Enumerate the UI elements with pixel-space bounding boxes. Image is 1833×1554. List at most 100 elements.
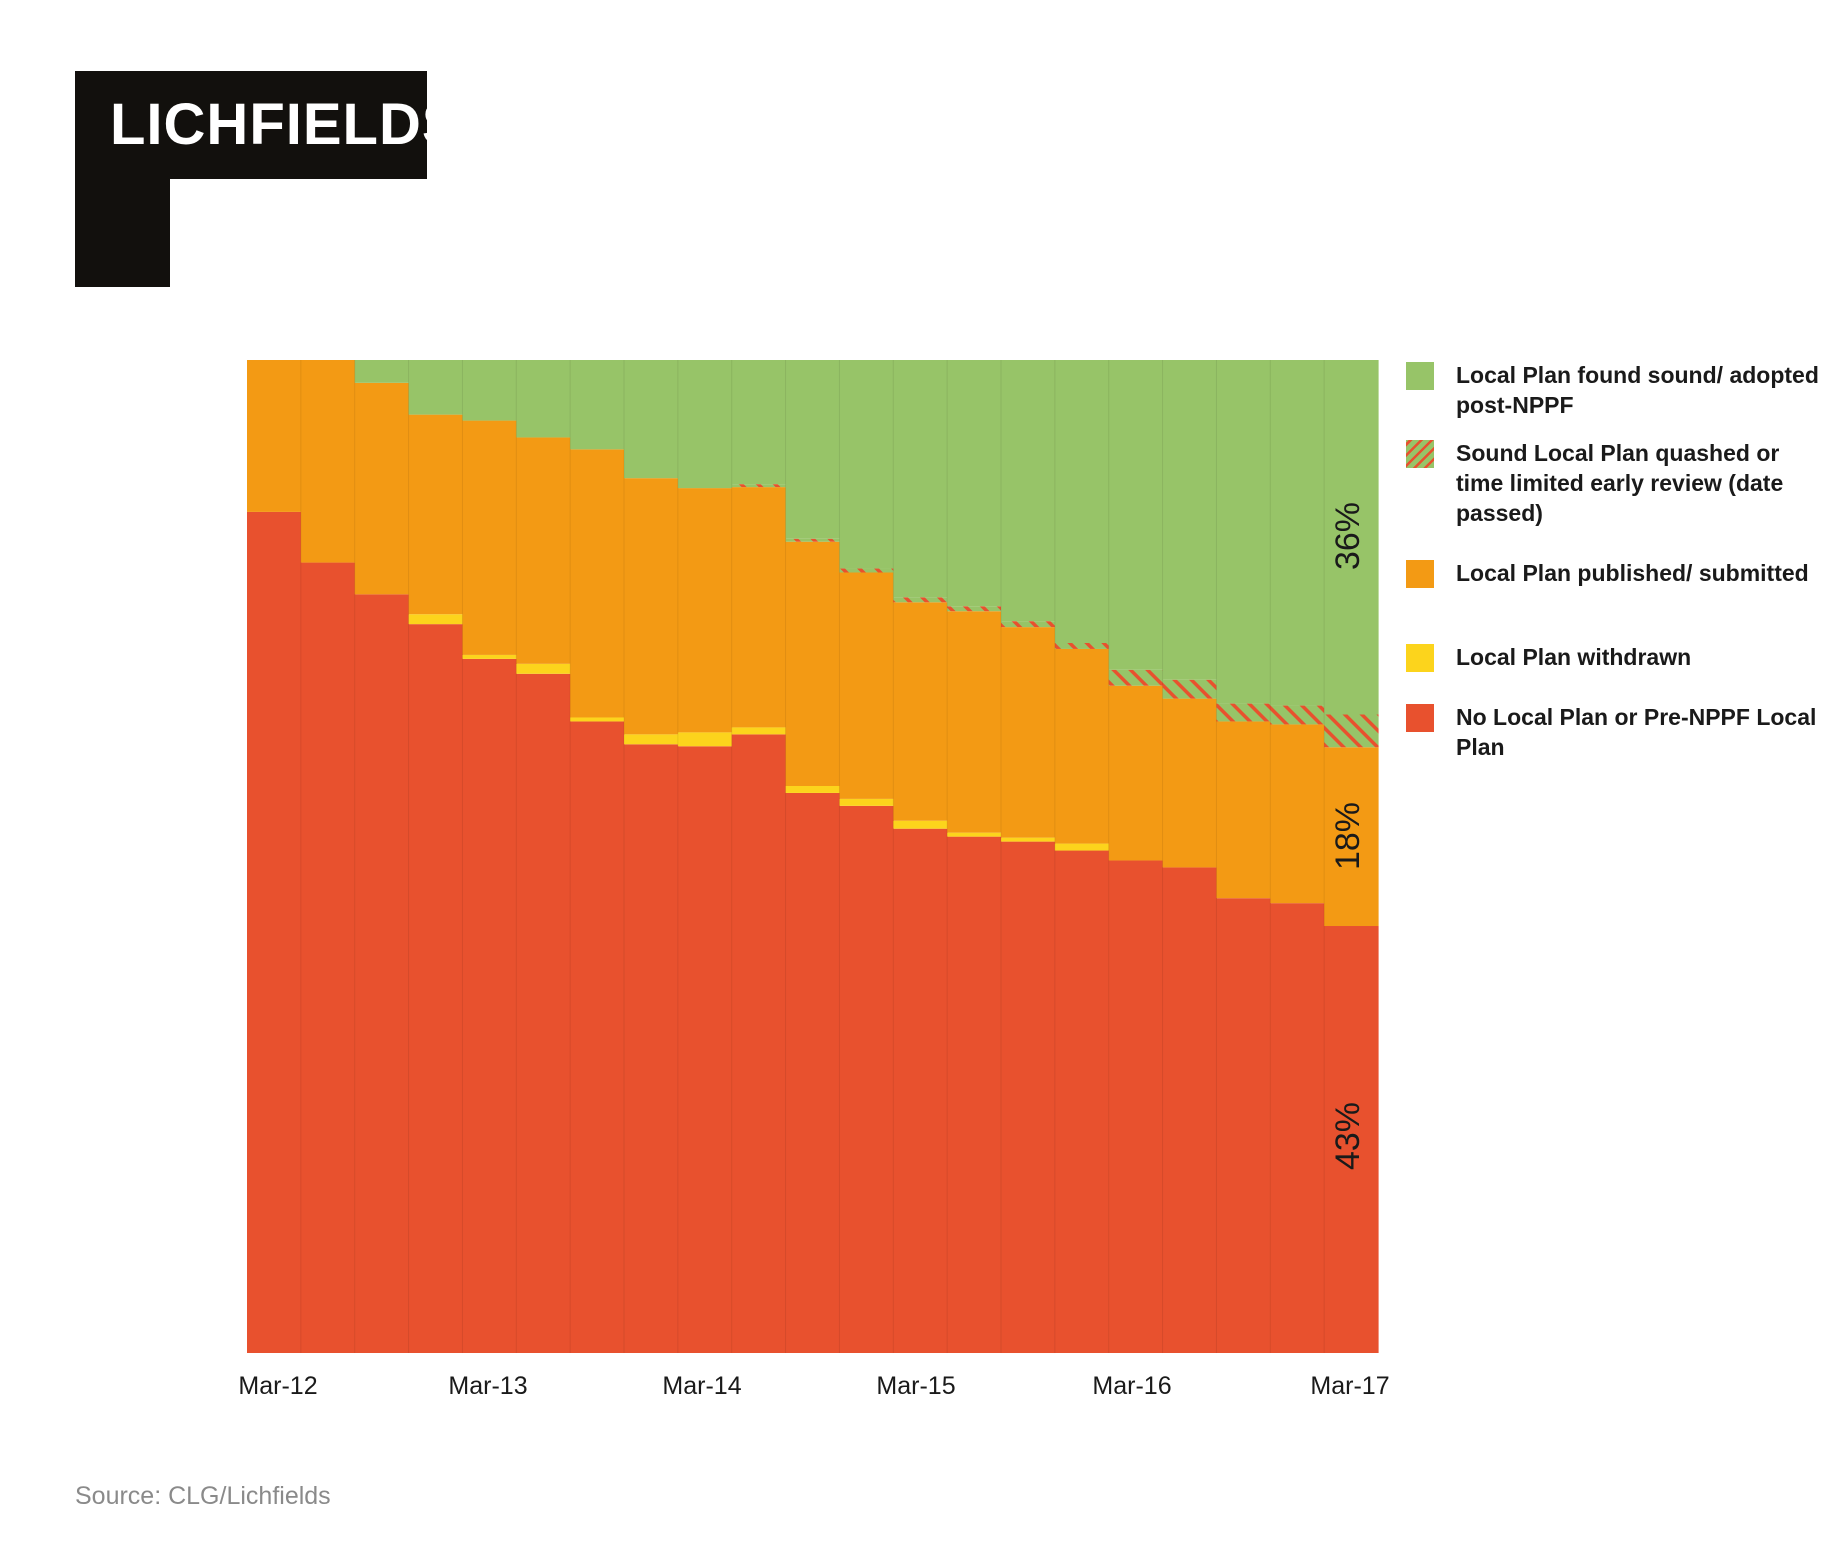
bar-local-plan-found-sound-adopted-post-nppf-7 <box>624 360 679 479</box>
bar-local-plan-published-submitted-16 <box>1108 685 1164 861</box>
bar-local-plan-published-submitted-12 <box>893 602 948 821</box>
bar-local-plan-published-submitted-19 <box>1270 724 1325 904</box>
plot-area <box>247 360 1379 1354</box>
bar-no-local-plan-or-pre-nppf-local-plan-15 <box>1054 850 1110 1353</box>
bar-local-plan-found-sound-adopted-post-nppf-13 <box>947 360 1002 607</box>
percent-annotation: 36% <box>1329 501 1367 571</box>
bar-sound-local-plan-quashed-or-time-limited-early-review-date-passed-18 <box>1216 703 1271 722</box>
bar-local-plan-withdrawn-6 <box>570 717 625 722</box>
bar-local-plan-found-sound-adopted-post-nppf-14 <box>1001 360 1056 622</box>
bar-local-plan-withdrawn-7 <box>624 734 679 745</box>
bar-local-plan-withdrawn-14 <box>1001 837 1056 842</box>
bar-sound-local-plan-quashed-or-time-limited-early-review-date-passed-12 <box>893 597 948 603</box>
percent-annotation: 18% <box>1329 801 1367 871</box>
bar-no-local-plan-or-pre-nppf-local-plan-5 <box>516 673 571 1353</box>
bar-local-plan-found-sound-adopted-post-nppf-16 <box>1108 360 1164 670</box>
bar-local-plan-published-submitted-9 <box>731 487 787 728</box>
bar-sound-local-plan-quashed-or-time-limited-early-review-date-passed-13 <box>947 606 1002 612</box>
bar-local-plan-published-submitted-14 <box>1001 627 1056 838</box>
bar-local-plan-published-submitted-8 <box>677 488 733 733</box>
logo-mark <box>75 71 427 287</box>
percent-annotation: 43% <box>1329 1101 1367 1171</box>
bar-local-plan-withdrawn-12 <box>893 820 948 829</box>
bar-local-plan-found-sound-adopted-post-nppf-6 <box>570 360 625 450</box>
bar-local-plan-published-submitted-6 <box>570 449 625 718</box>
bar-no-local-plan-or-pre-nppf-local-plan-1 <box>300 562 356 1353</box>
bar-local-plan-withdrawn-5 <box>516 663 571 674</box>
bar-local-plan-published-submitted-10 <box>785 541 841 786</box>
bar-no-local-plan-or-pre-nppf-local-plan-9 <box>731 734 787 1353</box>
bar-local-plan-published-submitted-15 <box>1054 648 1110 844</box>
bar-local-plan-withdrawn-15 <box>1054 843 1110 851</box>
bar-sound-local-plan-quashed-or-time-limited-early-review-date-passed-16 <box>1108 669 1164 686</box>
bar-local-plan-found-sound-adopted-post-nppf-20 <box>1324 360 1379 715</box>
bar-local-plan-found-sound-adopted-post-nppf-18 <box>1216 360 1271 704</box>
logo <box>75 71 427 287</box>
legend-label: Sound Local Plan quashed or time limited… <box>1456 440 1784 526</box>
legend-swatch <box>1406 644 1434 672</box>
bar-sound-local-plan-quashed-or-time-limited-early-review-date-passed-15 <box>1054 643 1110 649</box>
legend-swatch <box>1406 440 1434 468</box>
bar-local-plan-published-submitted-13 <box>947 611 1002 833</box>
bar-local-plan-withdrawn-10 <box>785 786 841 793</box>
bar-local-plan-found-sound-adopted-post-nppf-11 <box>839 360 894 569</box>
bar-no-local-plan-or-pre-nppf-local-plan-4 <box>462 658 517 1353</box>
bar-sound-local-plan-quashed-or-time-limited-early-review-date-passed-20 <box>1324 714 1379 748</box>
x-tick-label: Mar-17 <box>1310 1372 1390 1400</box>
bar-local-plan-found-sound-adopted-post-nppf-3 <box>408 360 464 415</box>
bar-local-plan-published-submitted-2 <box>354 382 410 595</box>
bar-local-plan-published-submitted-11 <box>839 572 894 799</box>
bar-local-plan-found-sound-adopted-post-nppf-9 <box>731 360 787 485</box>
x-tick-label: Mar-16 <box>1092 1372 1172 1400</box>
bar-no-local-plan-or-pre-nppf-local-plan-6 <box>570 721 625 1353</box>
legend-label: Local Plan found sound/ adopted post-NPP… <box>1456 362 1819 418</box>
legend-swatch <box>1406 560 1434 588</box>
bar-local-plan-withdrawn-11 <box>839 798 894 806</box>
bar-local-plan-found-sound-adopted-post-nppf-15 <box>1054 360 1110 643</box>
bar-no-local-plan-or-pre-nppf-local-plan-12 <box>893 828 948 1353</box>
bar-local-plan-found-sound-adopted-post-nppf-12 <box>893 360 948 598</box>
bar-local-plan-withdrawn-4 <box>462 654 517 659</box>
bar-local-plan-found-sound-adopted-post-nppf-5 <box>516 360 571 438</box>
bar-local-plan-published-submitted-18 <box>1216 721 1271 899</box>
bar-local-plan-published-submitted-3 <box>408 414 464 615</box>
bar-no-local-plan-or-pre-nppf-local-plan-18 <box>1216 898 1271 1353</box>
legend-swatch <box>1406 362 1434 390</box>
bar-no-local-plan-or-pre-nppf-local-plan-16 <box>1108 860 1164 1353</box>
x-tick-label: Mar-13 <box>448 1372 528 1400</box>
bar-no-local-plan-or-pre-nppf-local-plan-10 <box>785 792 841 1353</box>
bar-no-local-plan-or-pre-nppf-local-plan-17 <box>1162 867 1218 1353</box>
bar-no-local-plan-or-pre-nppf-local-plan-19 <box>1270 903 1325 1353</box>
legend-label: Local Plan published/ submitted <box>1456 560 1809 586</box>
legend-swatch <box>1406 704 1434 732</box>
bar-sound-local-plan-quashed-or-time-limited-early-review-date-passed-10 <box>785 538 841 542</box>
legend-label: No Local Plan or Pre-NPPF Local Plan <box>1456 704 1817 760</box>
bar-local-plan-found-sound-adopted-post-nppf-10 <box>785 360 841 539</box>
bar-no-local-plan-or-pre-nppf-local-plan-0 <box>247 511 302 1353</box>
bar-local-plan-found-sound-adopted-post-nppf-17 <box>1162 360 1218 680</box>
bar-local-plan-found-sound-adopted-post-nppf-4 <box>462 360 517 421</box>
bar-local-plan-published-submitted-5 <box>516 437 571 664</box>
bar-local-plan-published-submitted-0 <box>247 360 302 512</box>
bar-sound-local-plan-quashed-or-time-limited-early-review-date-passed-19 <box>1270 705 1325 725</box>
source-note: Source: CLG/Lichfields <box>75 1482 331 1510</box>
bar-no-local-plan-or-pre-nppf-local-plan-3 <box>408 624 464 1353</box>
x-tick-label: Mar-12 <box>238 1372 318 1400</box>
bar-local-plan-published-submitted-1 <box>300 360 356 563</box>
bar-local-plan-published-submitted-20 <box>1324 747 1379 927</box>
bar-sound-local-plan-quashed-or-time-limited-early-review-date-passed-14 <box>1001 621 1056 628</box>
logo-text: LICHFIELDS <box>110 92 462 157</box>
bar-no-local-plan-or-pre-nppf-local-plan-7 <box>624 744 679 1353</box>
legend-label: Local Plan withdrawn <box>1456 644 1692 670</box>
bar-no-local-plan-or-pre-nppf-local-plan-8 <box>677 746 733 1353</box>
x-tick-label: Mar-14 <box>662 1372 742 1400</box>
bar-local-plan-withdrawn-13 <box>947 832 1002 837</box>
bar-local-plan-withdrawn-9 <box>731 727 787 735</box>
bar-local-plan-found-sound-adopted-post-nppf-8 <box>677 360 733 489</box>
bar-no-local-plan-or-pre-nppf-local-plan-2 <box>354 594 410 1353</box>
bar-local-plan-found-sound-adopted-post-nppf-19 <box>1270 360 1325 706</box>
bar-sound-local-plan-quashed-or-time-limited-early-review-date-passed-11 <box>839 568 894 573</box>
bar-no-local-plan-or-pre-nppf-local-plan-20 <box>1324 926 1379 1353</box>
bar-local-plan-published-submitted-17 <box>1162 698 1218 868</box>
bar-local-plan-withdrawn-8 <box>677 732 733 747</box>
